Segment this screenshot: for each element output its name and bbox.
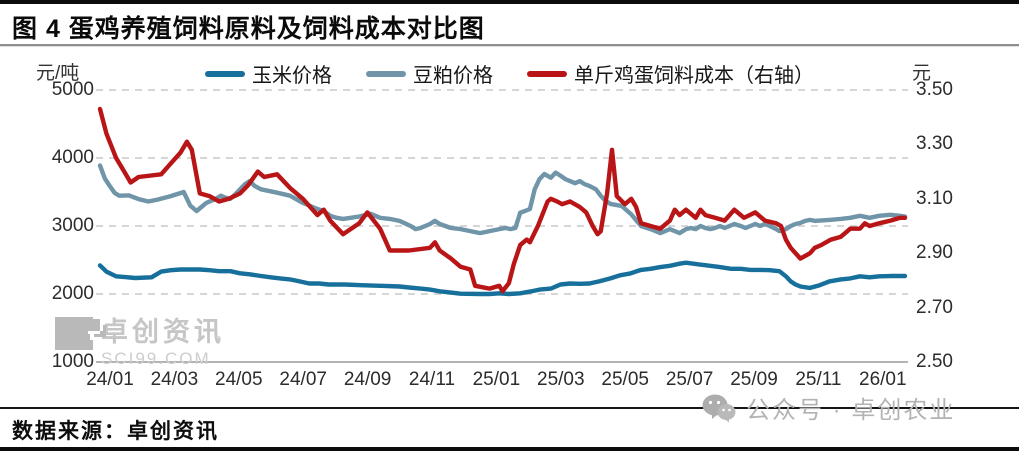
x-tick-label: 25/09 bbox=[730, 369, 778, 390]
right-tick-label: 3.50 bbox=[916, 79, 953, 100]
left-tick-label: 1000 bbox=[51, 351, 94, 372]
x-tick-label: 25/07 bbox=[665, 369, 714, 390]
legend-item-1: 豆粕价格 bbox=[366, 59, 493, 88]
legend-swatch bbox=[527, 70, 567, 77]
page-title: 图 4 蛋鸡养殖饲料原料及饲料成本对比图 bbox=[12, 15, 485, 43]
footer-divider bbox=[0, 407, 1019, 409]
x-tick-label: 24/01 bbox=[86, 369, 134, 390]
wechat-icon bbox=[702, 394, 736, 422]
sci99-watermark: 卓创资讯 SCI99.COM bbox=[55, 317, 225, 369]
x-tick-label: 25/05 bbox=[601, 369, 649, 390]
watermark-brand-text: 卓创资讯 bbox=[101, 317, 225, 347]
left-tick-label: 2000 bbox=[51, 283, 94, 304]
data-source-text: 数据来源：卓创资讯 bbox=[12, 420, 219, 443]
right-tick-label: 3.10 bbox=[916, 187, 953, 209]
left-axis-unit: 元/吨 bbox=[36, 63, 80, 84]
bottom-border bbox=[0, 447, 1019, 451]
legend-swatch bbox=[366, 70, 406, 77]
right-tick-label: 2.70 bbox=[916, 296, 953, 318]
wechat-watermark-text: 公众号 · 卓创农业 bbox=[746, 397, 956, 424]
x-tick-label: 24/05 bbox=[215, 369, 263, 390]
series-line-1 bbox=[97, 163, 908, 236]
wechat-watermark: 公众号 · 卓创农业 bbox=[702, 390, 955, 425]
left-tick-label: 5000 bbox=[51, 79, 94, 100]
legend-label: 玉米价格 bbox=[252, 65, 332, 87]
right-tick-label: 2.50 bbox=[916, 351, 953, 372]
legend-item-0: 玉米价格 bbox=[205, 59, 332, 88]
right-axis-unit: 元 bbox=[912, 63, 932, 84]
chart-legend: 玉米价格 豆粕价格 单斤鸡蛋饲料成本（右轴） bbox=[0, 59, 1019, 88]
title-divider bbox=[0, 44, 1019, 47]
right-tick-label: 3.30 bbox=[916, 133, 953, 155]
x-tick-label: 25/03 bbox=[537, 369, 585, 390]
x-tick-label: 24/11 bbox=[408, 369, 456, 390]
x-tick-label: 24/07 bbox=[279, 369, 327, 390]
sci99-logo-icon bbox=[55, 317, 100, 350]
legend-label: 豆粕价格 bbox=[413, 65, 493, 87]
series-line-0 bbox=[97, 260, 908, 297]
series-line-2 bbox=[97, 106, 908, 294]
left-tick-label: 4000 bbox=[51, 147, 94, 168]
x-tick-label: 24/03 bbox=[150, 369, 199, 390]
right-tick-label: 2.90 bbox=[916, 242, 953, 264]
watermark-site-text: SCI99.COM bbox=[101, 349, 211, 368]
x-tick-label: 26/01 bbox=[859, 369, 907, 390]
legend-item-2: 单斤鸡蛋饲料成本（右轴） bbox=[527, 59, 814, 88]
left-tick-label: 3000 bbox=[51, 215, 94, 236]
x-tick-label: 24/09 bbox=[343, 369, 392, 390]
x-tick-label: 25/11 bbox=[795, 369, 842, 390]
top-border bbox=[0, 0, 1019, 4]
legend-label: 单斤鸡蛋饲料成本（右轴） bbox=[574, 65, 814, 87]
x-tick-label: 25/01 bbox=[472, 369, 521, 390]
legend-swatch bbox=[205, 70, 245, 77]
